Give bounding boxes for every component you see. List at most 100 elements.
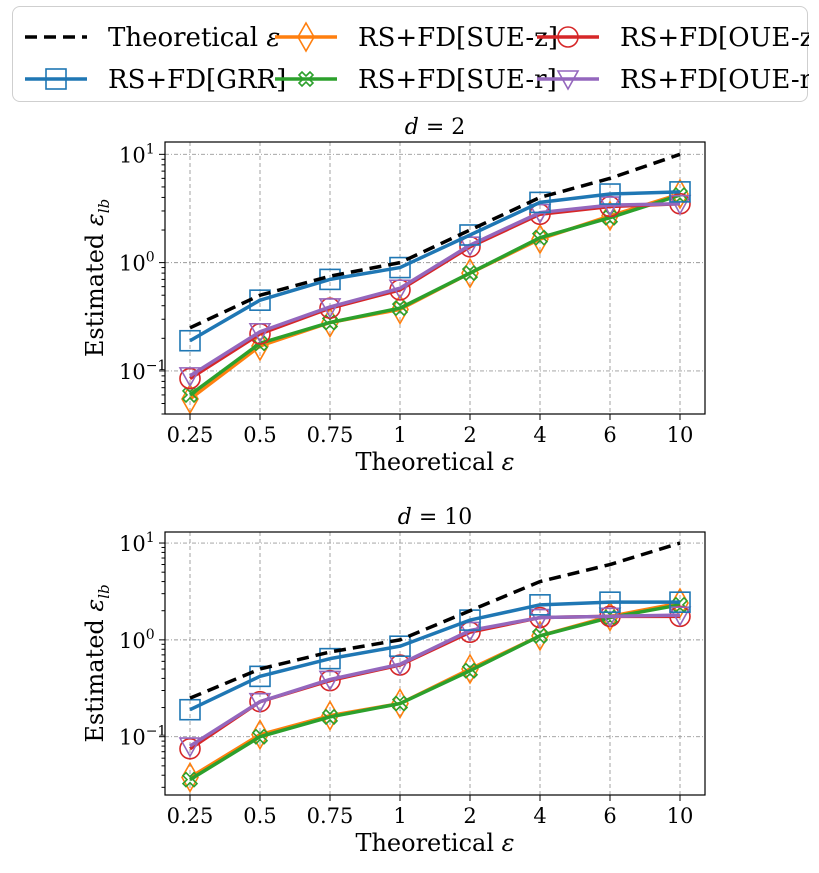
point-grr-6	[599, 591, 621, 613]
point-ouer-4	[528, 203, 552, 225]
point-grr-0.25	[179, 329, 201, 352]
y-tick-label: 100	[119, 627, 155, 653]
x-tick-label: 1	[393, 423, 406, 447]
legend-marker-grr	[45, 68, 67, 90]
legend-label-ouer: RS+FD[OUE-r]	[620, 65, 809, 95]
y-axis-label: Estimated εlb	[81, 199, 113, 357]
point-grr-0.25	[179, 698, 201, 721]
point-suez-0.25	[181, 383, 199, 415]
point-grr-10	[669, 591, 691, 613]
legend-entry-suer: RS+FD[SUE-r]	[275, 65, 557, 95]
legend-marker-ouez	[557, 26, 579, 48]
point-grr-1	[389, 635, 411, 658]
point-ouer-0.5	[248, 692, 272, 714]
legend-entry-theo: Theoretical ε	[25, 23, 280, 53]
chart-d2: 0.25 0.5 0.75 1 2 4 6 10 10−1 100 101 d = 2 Theoreti…	[81, 115, 706, 476]
legend-label-theo: Theoretical ε	[108, 23, 280, 53]
series-line-grr	[189, 600, 680, 712]
point-ouer-2	[458, 621, 482, 643]
x-tick-label: 0.25	[167, 804, 214, 828]
point-suer-0.5	[251, 728, 269, 745]
x-tick-label: 0.5	[243, 423, 276, 447]
x-tick-label: 4	[533, 804, 546, 828]
x-tick-label: 2	[463, 804, 476, 828]
x-axis-label: Theoretical ε	[355, 448, 514, 476]
point-suer-0.25	[181, 771, 199, 788]
point-suez-0.25	[181, 761, 199, 794]
x-tick-label: 0.75	[307, 804, 354, 828]
point-grr-10	[669, 181, 691, 203]
x-tick-label: 0.25	[167, 423, 214, 447]
series-theo	[189, 541, 681, 700]
chart-title: d = 2	[405, 115, 466, 140]
legend-marker-shape-suer	[297, 70, 315, 88]
legend-label-suer: RS+FD[SUE-r]	[358, 65, 557, 95]
legend-entry-ouer: RS+FD[OUE-r]	[537, 65, 809, 95]
axes-frame	[164, 141, 706, 415]
series-line-suer	[188, 193, 681, 397]
series-line-ouer	[189, 201, 681, 378]
point-suer-1	[391, 695, 409, 712]
point-suer-2	[461, 662, 479, 679]
x-tick-label: 2	[463, 423, 476, 447]
chart-title: d = 10	[398, 505, 473, 530]
x-tick-label: 6	[603, 804, 616, 828]
point-ouer-0.75	[318, 670, 342, 692]
point-grr-1	[389, 256, 411, 279]
x-tick-label: 6	[603, 423, 616, 447]
x-tick-label: 0.5	[243, 804, 276, 828]
y-tick-label: 101	[119, 141, 155, 167]
legend-marker-ouer	[556, 70, 580, 91]
x-axis-label: Theoretical ε	[355, 829, 514, 857]
point-ouer-0.25	[178, 737, 202, 758]
point-ouer-10	[668, 194, 692, 216]
y-tick-label: 10−1	[119, 724, 166, 750]
y-tick-label: 101	[119, 530, 155, 556]
grid	[165, 142, 705, 414]
legend-marker-shape-ouer	[556, 70, 580, 91]
legend-marker-shape-ouez	[557, 26, 579, 48]
x-tick-label: 0.75	[307, 423, 354, 447]
point-ouer-0.25	[178, 367, 202, 388]
series-ouer	[178, 606, 692, 758]
legend-marker-suez	[297, 21, 315, 53]
series-line-ouer	[189, 613, 681, 748]
point-ouer-0.5	[248, 322, 272, 344]
series-suez	[181, 178, 689, 415]
axes-frame	[164, 531, 706, 796]
point-suer-4	[531, 229, 549, 246]
legend-label-suez: RS+FD[SUE-z]	[358, 23, 558, 53]
point-ouer-4	[528, 608, 552, 630]
point-ouer-10	[668, 606, 692, 627]
x-tick-label: 10	[667, 804, 694, 828]
series-theo	[189, 152, 681, 330]
grid	[165, 532, 705, 795]
point-grr-0.5	[249, 665, 271, 688]
series-suez	[181, 587, 689, 794]
legend-label-ouez: RS+FD[OUE-z]	[620, 23, 809, 53]
point-suer-0.25	[181, 386, 199, 404]
legend-marker-shape-suez	[297, 21, 315, 53]
x-tick-label: 4	[533, 423, 546, 447]
point-suer-4	[531, 627, 549, 644]
legend-marker-suer	[297, 70, 315, 88]
series-grr	[179, 591, 691, 721]
point-suer-1	[391, 299, 409, 317]
point-ouer-2	[458, 236, 482, 257]
point-suer-0.75	[321, 708, 339, 726]
series-line-grr	[189, 190, 681, 343]
series-ouer	[178, 194, 692, 388]
point-grr-0.75	[319, 647, 341, 670]
point-suer-0.75	[321, 314, 339, 331]
y-tick-label: 10−1	[119, 358, 166, 384]
series-line-suez	[189, 601, 681, 779]
chart-d10: 0.25 0.5 0.75 1 2 4 6 10 10−1 100 101 d = 10 Theoret…	[81, 505, 706, 857]
series-line-suer	[189, 603, 681, 782]
legend-items: Theoretical ε RS+FD[GRR] RS+FD[SUE-z] RS+FD…	[25, 21, 809, 95]
point-suer-2	[461, 264, 479, 282]
y-tick-label: 100	[119, 250, 155, 276]
x-tick-label: 10	[667, 423, 694, 447]
series-line-theo	[189, 541, 681, 700]
legend-entry-ouez: RS+FD[OUE-z]	[537, 23, 809, 53]
point-ouer-0.75	[318, 298, 342, 319]
